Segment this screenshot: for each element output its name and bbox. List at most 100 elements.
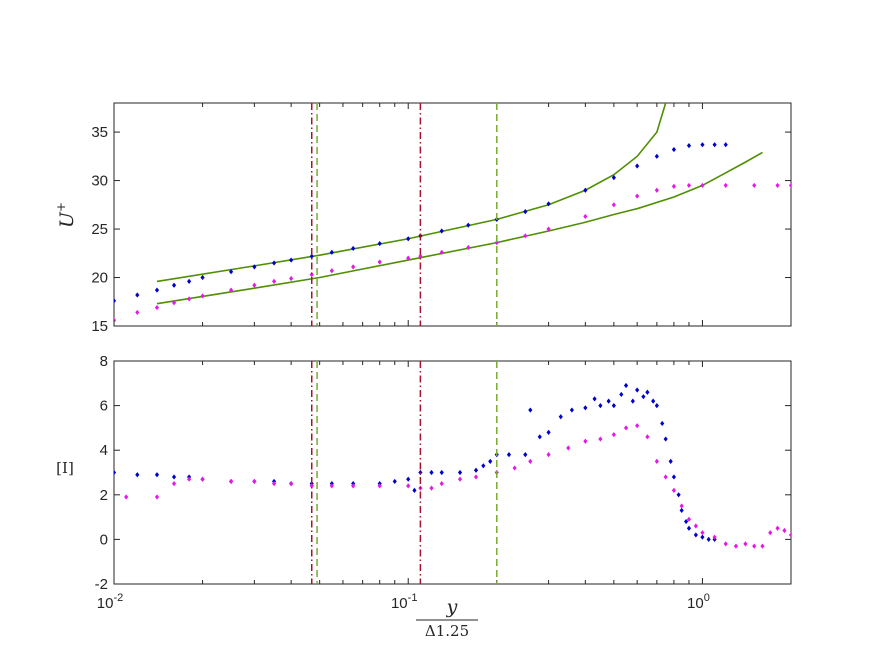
upper-y-axis-label: U+ [54, 202, 78, 228]
upper-data-point [114, 298, 117, 304]
lower-data-point [700, 530, 705, 536]
upper-data-point [135, 292, 140, 298]
upper-data-point [523, 233, 528, 239]
upper-y-tick-label: 20 [91, 270, 108, 287]
upper-data-point [611, 175, 616, 181]
lower-data-point [768, 530, 773, 536]
lower-data-point [481, 463, 486, 469]
lower-data-point [488, 458, 493, 464]
upper-data-point [229, 287, 234, 293]
upper-data-point [200, 274, 205, 281]
x-tick-label: 10-2 [97, 592, 123, 612]
x-axis-label-numerator: y [446, 596, 458, 618]
upper-data-point [775, 182, 780, 189]
lower-data-point [668, 458, 673, 464]
upper-data-point [439, 249, 444, 255]
upper-data-point [289, 257, 294, 263]
lower-data-point [200, 476, 205, 482]
lower-data-point [569, 407, 574, 413]
lower-data-point [171, 474, 177, 480]
upper-data-point [171, 300, 177, 306]
upper-data-point [135, 309, 140, 316]
upper-data-point [712, 142, 717, 148]
lower-data-point [229, 478, 234, 485]
upper-data-point [723, 142, 728, 148]
upper-x-ticks [113, 103, 792, 326]
lower-y-tick-label: 2 [100, 487, 108, 504]
lower-data-point [598, 436, 603, 442]
lower-data-point [693, 523, 698, 529]
lower-data-point [760, 543, 765, 549]
lower-y-tick-label: 6 [100, 398, 108, 415]
lower-data-point [611, 431, 616, 438]
upper-data-point [583, 213, 588, 220]
lower-y-axis-label: [I] [56, 459, 74, 477]
upper-data-point [187, 278, 192, 284]
upper-data-point [752, 182, 757, 189]
upper-data-point [252, 264, 257, 270]
lower-data-point [439, 481, 444, 487]
lower-data-point [752, 543, 757, 549]
lower-data-point [135, 472, 140, 478]
lower-data-point [512, 465, 517, 471]
lower-data-point [377, 483, 382, 489]
lower-data-point [679, 507, 684, 514]
lower-data-point [114, 469, 117, 476]
lower-data-point [309, 483, 314, 489]
upper-data-point [654, 187, 659, 193]
lower-x-ticks [113, 361, 792, 584]
lower-data-point [663, 474, 668, 480]
lower-data-point [473, 474, 479, 480]
lower-data-point [635, 423, 640, 429]
lower-data-point [645, 389, 650, 395]
upper-data-point [523, 208, 528, 215]
upper-data-point [418, 253, 423, 259]
upper-y-tick-label: 15 [91, 318, 108, 335]
upper-series-2 [114, 182, 791, 323]
upper-data-point [114, 317, 117, 323]
lower-data-point [635, 387, 640, 393]
lower-data-point [329, 483, 334, 489]
lower-y-tick-label: 0 [100, 531, 108, 548]
upper-data-point [788, 182, 791, 189]
lower-data-point [473, 467, 479, 473]
lower-data-point [546, 452, 551, 458]
lower-data-point [623, 425, 629, 431]
upper-data-point [171, 282, 177, 288]
lower-data-point [457, 469, 463, 476]
lower-data-point [154, 494, 160, 500]
upper-data-point [635, 163, 640, 169]
lower-data-point [583, 405, 588, 411]
lower-data-point [187, 476, 192, 482]
lower-data-point [439, 469, 444, 476]
lower-data-point [706, 536, 711, 542]
upper-data-point [611, 202, 616, 208]
x-tick-labels: 10-2 10-1 100 [97, 592, 710, 612]
lower-data-point [671, 474, 676, 480]
upper-data-point [700, 142, 705, 148]
upper-data-point [200, 293, 205, 299]
lower-data-point [651, 398, 656, 404]
lower-data-point [782, 527, 787, 534]
lower-plot-content [114, 382, 791, 549]
lower-data-point [523, 452, 528, 458]
lower-data-point [700, 534, 705, 540]
upper-y-tick-label: 35 [91, 124, 108, 141]
lower-y-ticks: -2 0 2 4 6 8 [95, 353, 791, 593]
lower-data-point [676, 492, 681, 498]
lower-data-point [537, 434, 542, 440]
lower-data-point [775, 525, 780, 531]
upper-data-point [671, 183, 676, 189]
upper-data-point [351, 264, 356, 270]
lower-data-point [623, 382, 629, 389]
lower-data-point [723, 541, 728, 547]
lower-data-point [598, 403, 603, 409]
lower-plot-area [113, 360, 792, 585]
lower-data-point [124, 494, 129, 500]
upper-panel: U+ 15 20 25 30 35 [54, 102, 792, 335]
lower-data-point [641, 394, 646, 400]
upper-y-tick-label: 25 [91, 221, 108, 238]
upper-data-point [686, 143, 692, 149]
lower-data-point [429, 485, 434, 491]
lower-y-tick-label: 4 [100, 442, 108, 459]
